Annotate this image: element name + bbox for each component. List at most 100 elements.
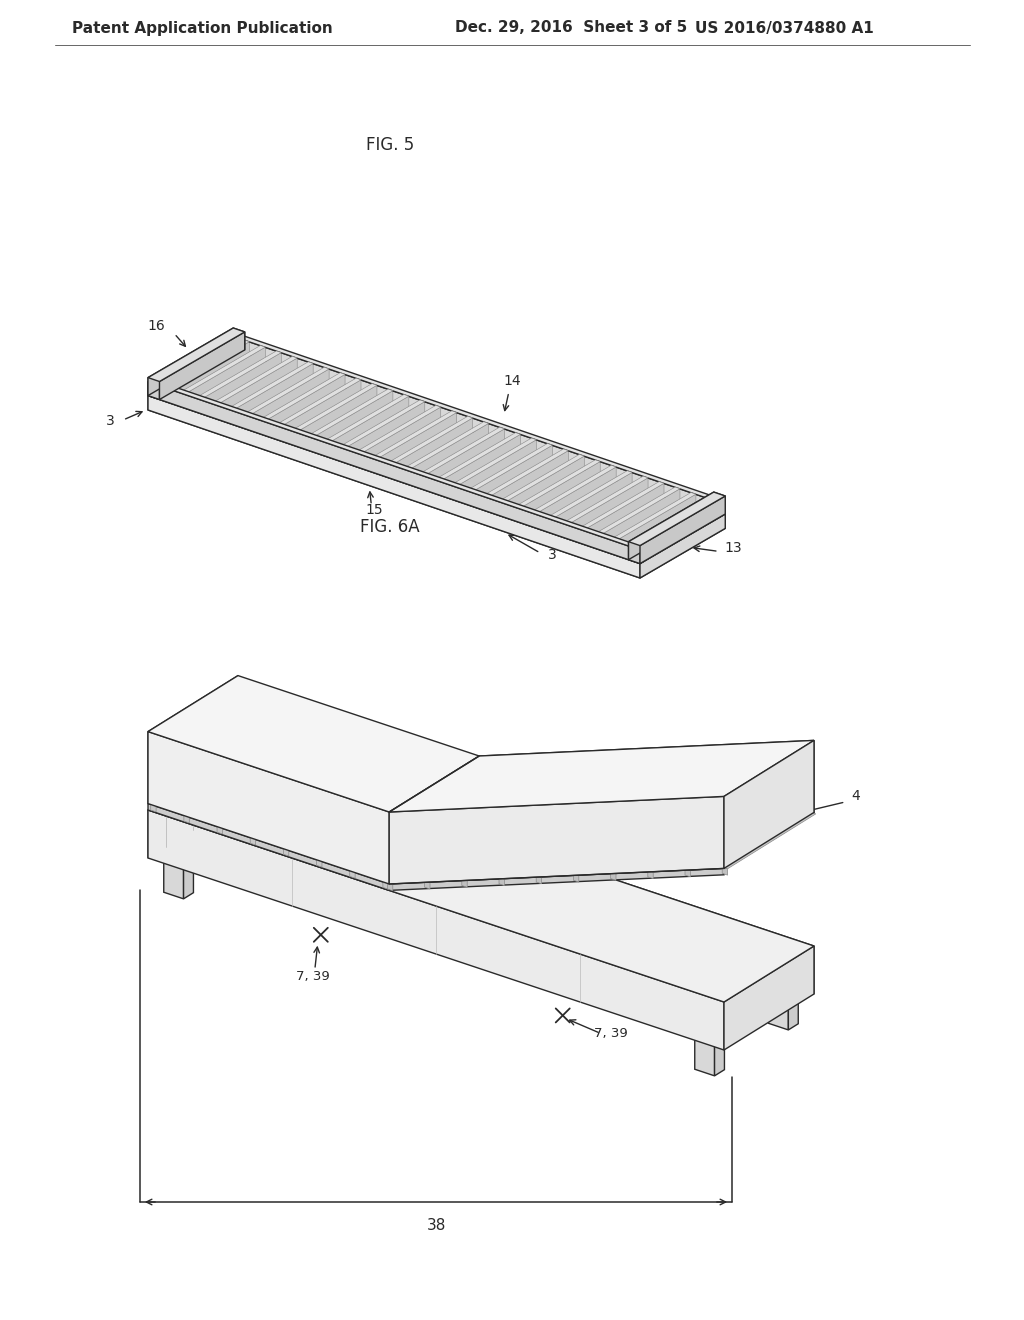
Polygon shape (184, 814, 189, 822)
Polygon shape (722, 812, 816, 869)
Text: 15: 15 (366, 503, 383, 516)
Polygon shape (648, 816, 741, 873)
Text: 2: 2 (530, 950, 540, 964)
Polygon shape (389, 741, 814, 812)
Polygon shape (560, 524, 565, 537)
Polygon shape (648, 870, 653, 879)
Polygon shape (353, 454, 357, 466)
Polygon shape (350, 870, 355, 878)
Polygon shape (233, 327, 245, 350)
Polygon shape (164, 854, 194, 867)
Polygon shape (166, 342, 250, 401)
Polygon shape (289, 384, 377, 433)
Polygon shape (724, 946, 814, 1049)
Polygon shape (148, 731, 389, 884)
Polygon shape (184, 760, 278, 817)
Polygon shape (479, 741, 814, 828)
Polygon shape (217, 771, 310, 828)
Polygon shape (788, 991, 799, 1030)
Polygon shape (497, 503, 501, 515)
Text: FIG. 5: FIG. 5 (366, 136, 414, 154)
Polygon shape (640, 548, 644, 564)
Polygon shape (273, 378, 361, 428)
Polygon shape (685, 869, 690, 876)
Polygon shape (257, 814, 267, 853)
Polygon shape (724, 741, 814, 869)
Polygon shape (350, 816, 443, 871)
Text: 22: 22 (592, 797, 611, 813)
Polygon shape (462, 879, 467, 887)
Polygon shape (612, 494, 696, 553)
Polygon shape (148, 381, 640, 564)
Polygon shape (640, 496, 725, 564)
Polygon shape (284, 793, 377, 850)
Polygon shape (148, 379, 153, 396)
Polygon shape (573, 874, 579, 882)
Polygon shape (228, 333, 725, 503)
Polygon shape (230, 363, 313, 422)
Polygon shape (610, 817, 705, 874)
Polygon shape (449, 438, 537, 488)
Polygon shape (406, 424, 488, 483)
Polygon shape (369, 411, 457, 461)
Polygon shape (528, 465, 616, 515)
Polygon shape (284, 847, 289, 857)
Text: 4: 4 (851, 789, 860, 803)
Polygon shape (209, 405, 214, 417)
Polygon shape (629, 492, 714, 560)
Polygon shape (597, 488, 680, 548)
Polygon shape (337, 449, 342, 461)
Polygon shape (305, 389, 393, 440)
Polygon shape (148, 676, 238, 804)
Polygon shape (233, 346, 725, 528)
Polygon shape (162, 388, 166, 401)
Polygon shape (437, 434, 520, 494)
Text: 13: 13 (725, 541, 742, 556)
Text: 3: 3 (548, 548, 557, 562)
Polygon shape (217, 826, 222, 834)
Polygon shape (199, 352, 282, 412)
Polygon shape (512, 508, 517, 520)
Polygon shape (148, 810, 724, 1049)
Polygon shape (148, 379, 644, 550)
Polygon shape (499, 822, 593, 879)
Polygon shape (560, 477, 648, 527)
Polygon shape (148, 378, 160, 400)
Text: 7, 39: 7, 39 (594, 1027, 628, 1040)
Polygon shape (592, 487, 680, 537)
Polygon shape (387, 883, 393, 891)
Polygon shape (501, 457, 585, 515)
Polygon shape (183, 861, 194, 899)
Polygon shape (177, 393, 182, 407)
Polygon shape (148, 676, 479, 812)
Polygon shape (624, 546, 629, 558)
Polygon shape (209, 356, 297, 407)
Polygon shape (194, 399, 199, 412)
Polygon shape (151, 748, 245, 805)
Polygon shape (537, 821, 630, 878)
Polygon shape (592, 536, 597, 548)
Polygon shape (241, 416, 246, 428)
Polygon shape (714, 492, 725, 513)
Polygon shape (497, 454, 585, 504)
Polygon shape (278, 380, 361, 440)
Text: 3: 3 (105, 414, 115, 428)
Text: FIG. 6A: FIG. 6A (360, 517, 420, 536)
Polygon shape (238, 808, 267, 821)
Text: 38: 38 (426, 1218, 445, 1233)
Polygon shape (449, 486, 454, 499)
Text: Dec. 29, 2016  Sheet 3 of 5: Dec. 29, 2016 Sheet 3 of 5 (455, 21, 687, 36)
Polygon shape (357, 407, 440, 466)
Polygon shape (148, 804, 389, 891)
Polygon shape (148, 754, 238, 858)
Polygon shape (148, 327, 245, 381)
Polygon shape (608, 492, 696, 543)
Polygon shape (465, 492, 469, 504)
Polygon shape (148, 327, 233, 396)
Polygon shape (389, 796, 724, 884)
Polygon shape (310, 391, 393, 450)
Polygon shape (629, 500, 712, 558)
Polygon shape (462, 824, 555, 880)
Polygon shape (383, 880, 388, 890)
Polygon shape (321, 395, 409, 445)
